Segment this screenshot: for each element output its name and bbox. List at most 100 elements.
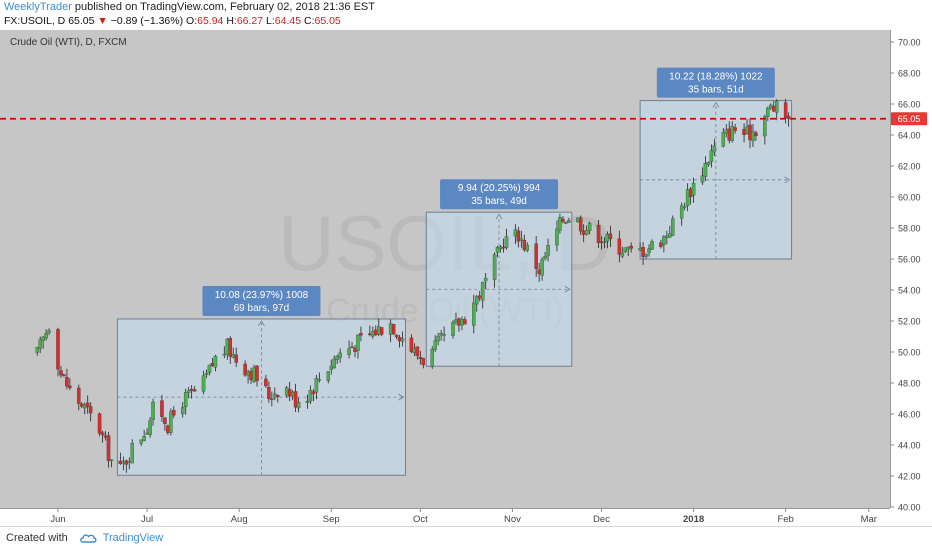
bull-candle bbox=[186, 390, 191, 393]
bull-candle bbox=[326, 371, 331, 381]
bear-candle bbox=[228, 338, 233, 357]
bull-candle bbox=[766, 107, 770, 117]
time-tick-label: 2018 bbox=[683, 514, 704, 525]
bull-candle bbox=[584, 230, 589, 235]
bull-candle bbox=[495, 247, 500, 253]
bull-candle bbox=[35, 347, 39, 353]
bull-candle bbox=[412, 347, 417, 353]
bull-candle bbox=[222, 353, 227, 356]
bear-candle bbox=[418, 356, 423, 360]
bull-candle bbox=[605, 234, 610, 242]
time-tick-label: Aug bbox=[231, 514, 248, 525]
bull-candle bbox=[338, 352, 342, 358]
bear-candle bbox=[359, 333, 363, 336]
bear-candle bbox=[477, 295, 482, 299]
bear-candle bbox=[210, 363, 215, 366]
time-tick-label: Jun bbox=[50, 514, 65, 525]
bull-candle bbox=[329, 365, 333, 370]
bull-candle bbox=[519, 238, 524, 241]
bear-candle bbox=[501, 246, 506, 249]
candles-group bbox=[35, 98, 791, 473]
bear-candle bbox=[166, 425, 170, 433]
bull-candle bbox=[47, 330, 51, 333]
price-range-measurement bbox=[116, 318, 406, 476]
bear-candle bbox=[374, 329, 378, 336]
bull-candle bbox=[540, 259, 544, 276]
bull-candle bbox=[513, 229, 518, 237]
bull-candle bbox=[492, 254, 497, 280]
bull-candle bbox=[454, 319, 458, 322]
bear-candle bbox=[106, 435, 111, 461]
bull-candle bbox=[308, 390, 313, 402]
footer: Created with TradingView bbox=[0, 526, 932, 551]
price-tick-label: 44.00 bbox=[898, 441, 921, 451]
price-tick-label: 58.00 bbox=[898, 224, 921, 234]
bear-candle bbox=[394, 334, 399, 337]
price-tick-label: 54.00 bbox=[898, 286, 921, 296]
bear-candle bbox=[786, 115, 791, 119]
bull-candle bbox=[127, 461, 132, 463]
time-tick-label: Feb bbox=[777, 514, 793, 525]
bull-candle bbox=[724, 129, 729, 134]
bull-candle bbox=[576, 217, 580, 222]
measurement-change-text: 9.94 (20.25%) 994 bbox=[458, 183, 541, 194]
bull-candle bbox=[201, 375, 206, 392]
bear-candle bbox=[617, 238, 622, 255]
price-change: −0.89 (−1.36%) bbox=[110, 15, 184, 27]
bull-candle bbox=[774, 100, 779, 113]
bull-candle bbox=[602, 241, 607, 243]
current-price-badge bbox=[891, 112, 927, 126]
bear-candle bbox=[596, 224, 601, 243]
bear-candle bbox=[77, 387, 81, 404]
bear-candle bbox=[350, 346, 354, 349]
bull-candle bbox=[231, 354, 235, 358]
bear-candle bbox=[172, 410, 176, 416]
price-tick-label: 40.00 bbox=[898, 503, 921, 513]
bull-candle bbox=[679, 205, 684, 219]
ohlc-legend: FX:USOIL, D 65.05 ▼ −0.89 (−1.36%) O:65.… bbox=[4, 15, 341, 27]
bear-candle bbox=[264, 378, 268, 387]
bear-candle bbox=[163, 417, 167, 424]
bull-candle bbox=[204, 373, 209, 376]
bull-candle bbox=[751, 131, 755, 142]
price-tick-label: 48.00 bbox=[898, 379, 921, 389]
author-link[interactable]: WeeklyTrader bbox=[4, 1, 72, 13]
bear-candle bbox=[88, 406, 93, 414]
bull-candle bbox=[180, 407, 185, 414]
bull-candle bbox=[543, 256, 547, 259]
bull-candle bbox=[273, 393, 277, 398]
bear-candle bbox=[255, 365, 259, 381]
price-tick-label: 68.00 bbox=[898, 69, 921, 79]
price-tick-label: 50.00 bbox=[898, 348, 921, 358]
bull-candle bbox=[305, 400, 310, 403]
bull-candle bbox=[567, 220, 571, 223]
bull-candle bbox=[430, 349, 434, 367]
bull-candle bbox=[564, 222, 568, 224]
price-range-measurement bbox=[639, 100, 793, 260]
high-value: 66.27 bbox=[236, 15, 264, 27]
bear-candle bbox=[189, 389, 194, 391]
bull-candle bbox=[662, 236, 666, 246]
bull-candle bbox=[650, 241, 654, 250]
bull-candle bbox=[682, 206, 687, 208]
bear-candle bbox=[561, 218, 565, 222]
bear-candle bbox=[733, 127, 737, 131]
tradingview-brand-link[interactable]: TradingView bbox=[102, 532, 164, 544]
bull-candle bbox=[745, 126, 749, 134]
bear-candle bbox=[192, 389, 197, 392]
bull-candle bbox=[121, 461, 126, 464]
bull-candle bbox=[706, 162, 711, 165]
bear-candle bbox=[599, 241, 604, 244]
last-price: 65.05 bbox=[68, 15, 95, 27]
bull-candle bbox=[388, 323, 393, 335]
bear-candle bbox=[608, 233, 613, 240]
bull-candle bbox=[317, 379, 322, 381]
bear-candle bbox=[311, 391, 316, 394]
bear-candle bbox=[368, 333, 372, 335]
bear-candle bbox=[353, 348, 357, 352]
bull-candle bbox=[169, 411, 173, 433]
publication-line: WeeklyTrader published on TradingView.co… bbox=[4, 1, 375, 13]
bull-candle bbox=[335, 356, 339, 361]
